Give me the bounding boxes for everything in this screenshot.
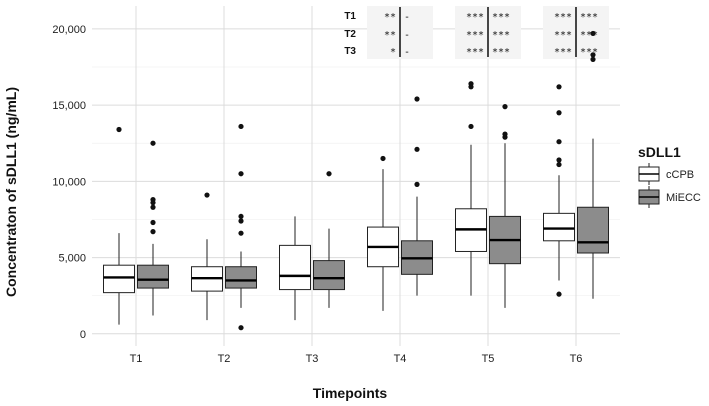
sig-cell: ** [384,30,396,41]
legend: sDLL1 cCPB MiECC [638,144,701,208]
sig-cell: ** [384,12,396,23]
box-MiECC-T6 [577,30,609,299]
sig-cell: *** [492,47,510,58]
outlier-point [238,213,244,220]
outlier-point [556,157,562,163]
sig-cell: *** [580,12,598,23]
x-tick-label: T1 [130,353,143,365]
sig-row-label: T2 [344,29,356,40]
sig-cell: - [404,47,410,58]
box-MiECC-T5 [489,104,521,308]
box-iqr [577,206,609,254]
outlier-point [502,131,508,137]
x-tick-label: T6 [570,353,583,365]
sig-cell: - [404,12,410,23]
outlier-point [238,171,244,177]
x-axis-title: Timepoints [313,385,388,401]
outlier-point [414,181,420,187]
outlier-point [502,104,508,110]
box-iqr [103,264,135,294]
box-iqr [313,260,345,291]
y-tick-label: 20,000 [52,24,86,36]
outlier-point [556,84,562,90]
legend-label: cCPB [666,169,694,181]
outlier-point [468,123,474,130]
y-tick-label: 15,000 [52,100,86,112]
sig-cell: *** [492,30,510,41]
box-MiECC-T4 [401,96,433,296]
sig-cell: * [390,47,396,58]
outlier-point [326,171,332,177]
box-cCPB-T2 [191,192,223,321]
outlier-point [204,192,210,198]
sig-cell: *** [554,30,572,41]
box-cCPB-T1 [103,126,135,325]
y-tick-label: 5,000 [58,253,86,265]
y-tick-label: 0 [80,329,86,341]
sig-cell: *** [554,12,572,23]
outlier-point [414,146,420,152]
boxes [103,30,609,331]
x-tick-label: T2 [218,353,231,365]
outlier-point [150,140,156,146]
outlier-point [590,30,596,37]
box-iqr [137,264,169,289]
outlier-point [150,197,156,203]
sig-cell: *** [466,12,484,23]
outlier-point [150,229,156,235]
outlier-point [238,218,244,224]
x-tick-label: T3 [306,353,319,365]
outlier-point [238,123,244,130]
outlier-point [116,126,122,133]
legend-title: sDLL1 [638,144,681,160]
sig-row-label: T3 [344,46,356,57]
outlier-point [150,204,156,210]
sig-cell: - [404,30,410,41]
outlier-point [556,161,562,168]
box-cCPB-T3 [279,216,311,321]
sig-cell: *** [580,47,598,58]
box-iqr [279,244,311,291]
outlier-point [590,52,596,58]
outlier-point [590,56,596,62]
outlier-point [556,139,562,145]
box-iqr [225,266,257,289]
box-MiECC-T3 [313,171,345,308]
box-MiECC-T1 [137,140,169,316]
outlier-point [238,230,244,236]
outlier-point [238,325,244,331]
y-tick-label: 10,000 [52,176,86,188]
legend-item-MiECC: MiECC [638,186,701,208]
box-cCPB-T5 [455,81,487,296]
legend-item-cCPB: cCPB [638,163,694,185]
x-tick-label: T5 [482,353,495,365]
outlier-point [380,155,386,162]
sig-cell: *** [492,12,510,23]
outlier-point [414,96,420,102]
box-cCPB-T6 [543,84,575,297]
gridlines [92,6,620,346]
axes: 0 5,000 10,000 15,000 20,000 T1 T2 T3 T4 T5 T6 [52,24,582,365]
outlier-point [150,219,156,226]
box-iqr [543,212,575,242]
box-MiECC-T2 [225,123,257,331]
sig-row-label: T1 [344,11,356,22]
outlier-point [556,291,562,297]
sig-cell: *** [466,47,484,58]
outlier-point [556,110,562,116]
outlier-point [468,81,474,87]
legend-label: MiECC [666,192,701,204]
sig-cell: *** [466,30,484,41]
box-cCPB-T4 [367,155,399,311]
sig-cell: *** [580,30,598,41]
x-tick-label: T4 [394,353,407,365]
sig-cell: *** [554,47,572,58]
y-axis-title: Concentraton of sDLL1 (ng/mL) [3,87,19,297]
